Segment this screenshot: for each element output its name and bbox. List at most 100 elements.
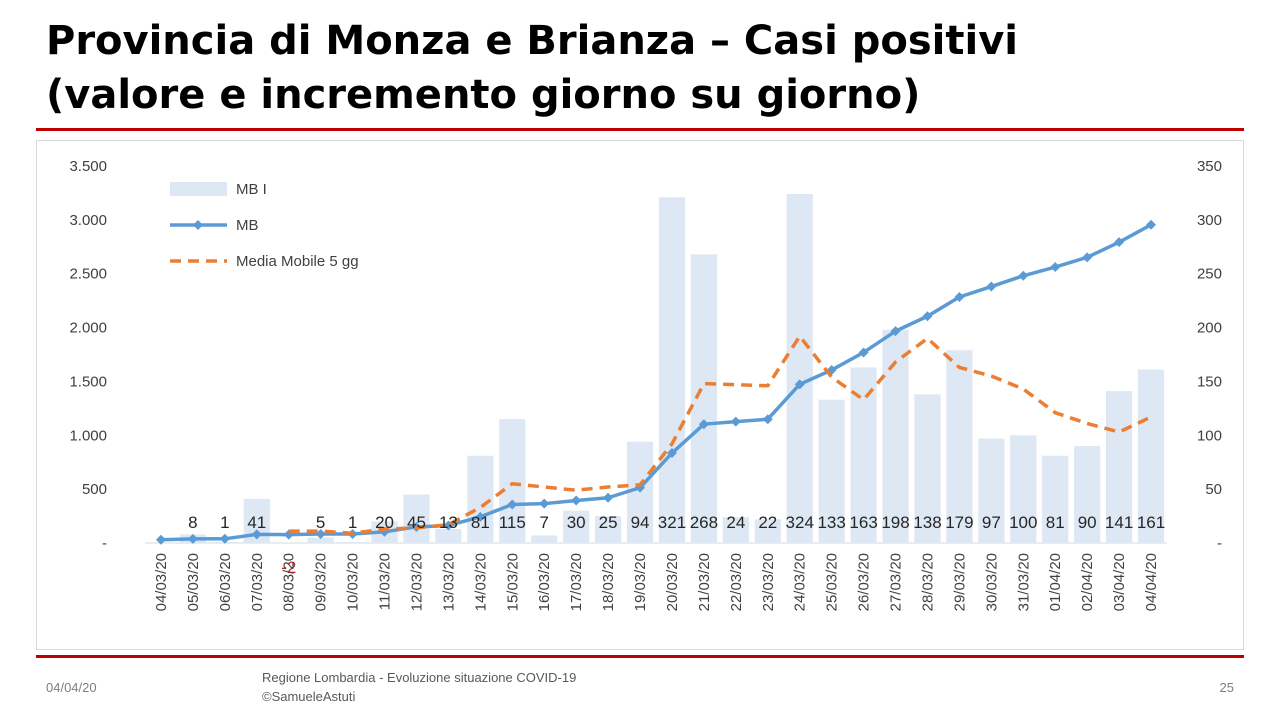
bar-value-label: 94 [631,513,650,532]
bar-value-label: 97 [982,513,1001,532]
left-tick-label: 1.000 [69,427,107,444]
x-tick-label: 19/03/20 [632,553,649,611]
bar [818,399,845,543]
bar [946,350,973,543]
bar-value-label: 8 [188,513,197,532]
bar-value-label: 7 [539,513,548,532]
mb-point [155,534,166,545]
x-tick-label: 04/04/20 [1143,553,1160,611]
footer-source: Regione Lombardia - Evoluzione situazion… [262,668,576,706]
bar [882,329,909,543]
x-tick-label: 08/03/20 [281,553,298,611]
right-tick-label: 150 [1197,373,1222,390]
bar [403,494,430,543]
x-tick-label: 28/03/20 [919,553,936,611]
left-tick-label: 3.500 [69,158,107,175]
left-tick-label: 1.500 [69,373,107,390]
bar-value-label: 81 [1046,513,1065,532]
mb-point [794,379,805,390]
slide-title-line2: (valore e incremento giorno su giorno) [46,72,921,118]
bar [594,516,622,543]
bar-value-label: 13 [439,513,458,532]
bar [307,537,334,543]
bar-value-label: 198 [881,513,909,532]
mb-point [922,311,933,322]
mb-line [160,223,1152,542]
x-tick-label: 22/03/20 [728,553,745,611]
bar-value-label: 179 [945,513,973,532]
right-tick-label: 50 [1205,481,1222,498]
x-tick-label: 13/03/20 [440,553,457,611]
mb-point [730,416,741,427]
mb-point [986,281,997,292]
bar-value-label: 115 [499,513,526,532]
left-tick-label: 2.500 [69,266,107,283]
slide-title-line1: Provincia di Monza e Brianza – Casi posi… [46,18,1018,64]
x-tick-label: 18/03/20 [600,553,617,611]
legend-label-moving-average: Media Mobile 5 gg [236,253,359,270]
bar-value-label: 45 [407,513,426,532]
bar [850,367,877,543]
bar-value-label: 321 [658,513,686,532]
x-tick-label: 11/03/20 [377,553,394,610]
x-tick-label: 31/03/20 [1015,553,1032,611]
x-tick-label: 02/04/20 [1079,553,1096,611]
bar [754,519,781,543]
bar [563,510,590,543]
bar-value-label: 141 [1105,513,1133,532]
right-tick-label: 100 [1197,427,1222,444]
mb-point [1018,270,1029,281]
mb-point [1050,262,1061,273]
mb-point [603,492,614,503]
bar [978,438,1005,543]
bar-value-label: 324 [786,513,814,532]
mb-point [698,419,709,430]
bar-value-label: 1 [220,513,229,532]
bar-value-label: -2 [281,558,296,577]
x-tick-label: 20/03/20 [664,553,681,611]
mb-point [890,326,901,337]
bar-value-label: 161 [1137,513,1165,532]
page-number: 25 [1219,680,1234,695]
top-divider [36,128,1244,131]
mb-point [1146,219,1157,230]
right-tick-label: - [1217,535,1222,552]
x-tick-label: 04/03/20 [153,553,170,611]
bar-value-label: 81 [471,513,490,532]
bar [1105,391,1133,543]
x-tick-label: 21/03/20 [696,553,713,611]
bar-value-label: 163 [849,513,877,532]
x-tick-label: 25/03/20 [824,553,841,611]
footer-source-line2: ©SamueleAstuti [262,689,356,704]
mb-point [666,448,677,459]
bottom-divider [36,655,1244,658]
footer-source-line1: Regione Lombardia - Evoluzione situazion… [262,670,577,685]
mb-point [219,533,230,544]
right-tick-label: 300 [1197,212,1222,229]
x-tick-label: 10/03/20 [345,553,362,611]
x-tick-label: 06/03/20 [217,553,234,611]
bar [1010,435,1037,543]
x-tick-label: 26/03/20 [856,553,873,611]
bar-value-label: 5 [316,513,325,532]
bar-value-label: 20 [375,513,394,532]
left-tick-label: 500 [82,481,107,498]
bar [722,517,749,543]
bar [690,254,718,543]
x-tick-label: 01/04/20 [1047,553,1064,611]
legend-swatch-bars [170,182,227,196]
legend-marker-mb [193,220,203,230]
mb-point [187,533,198,544]
x-tick-label: 14/03/20 [472,553,489,611]
left-tick-label: 3.000 [69,212,107,229]
mb-point [1114,237,1125,248]
bar-value-label: 24 [726,513,745,532]
mb-point [539,498,550,509]
right-tick-label: 350 [1197,158,1222,175]
x-tick-label: 03/04/20 [1111,553,1128,611]
mb-point [954,291,965,302]
right-tick-label: 200 [1197,320,1222,337]
mb-point [1082,252,1093,263]
bar-value-label: 90 [1078,513,1097,532]
legend-label-bars: MB I [236,181,267,198]
